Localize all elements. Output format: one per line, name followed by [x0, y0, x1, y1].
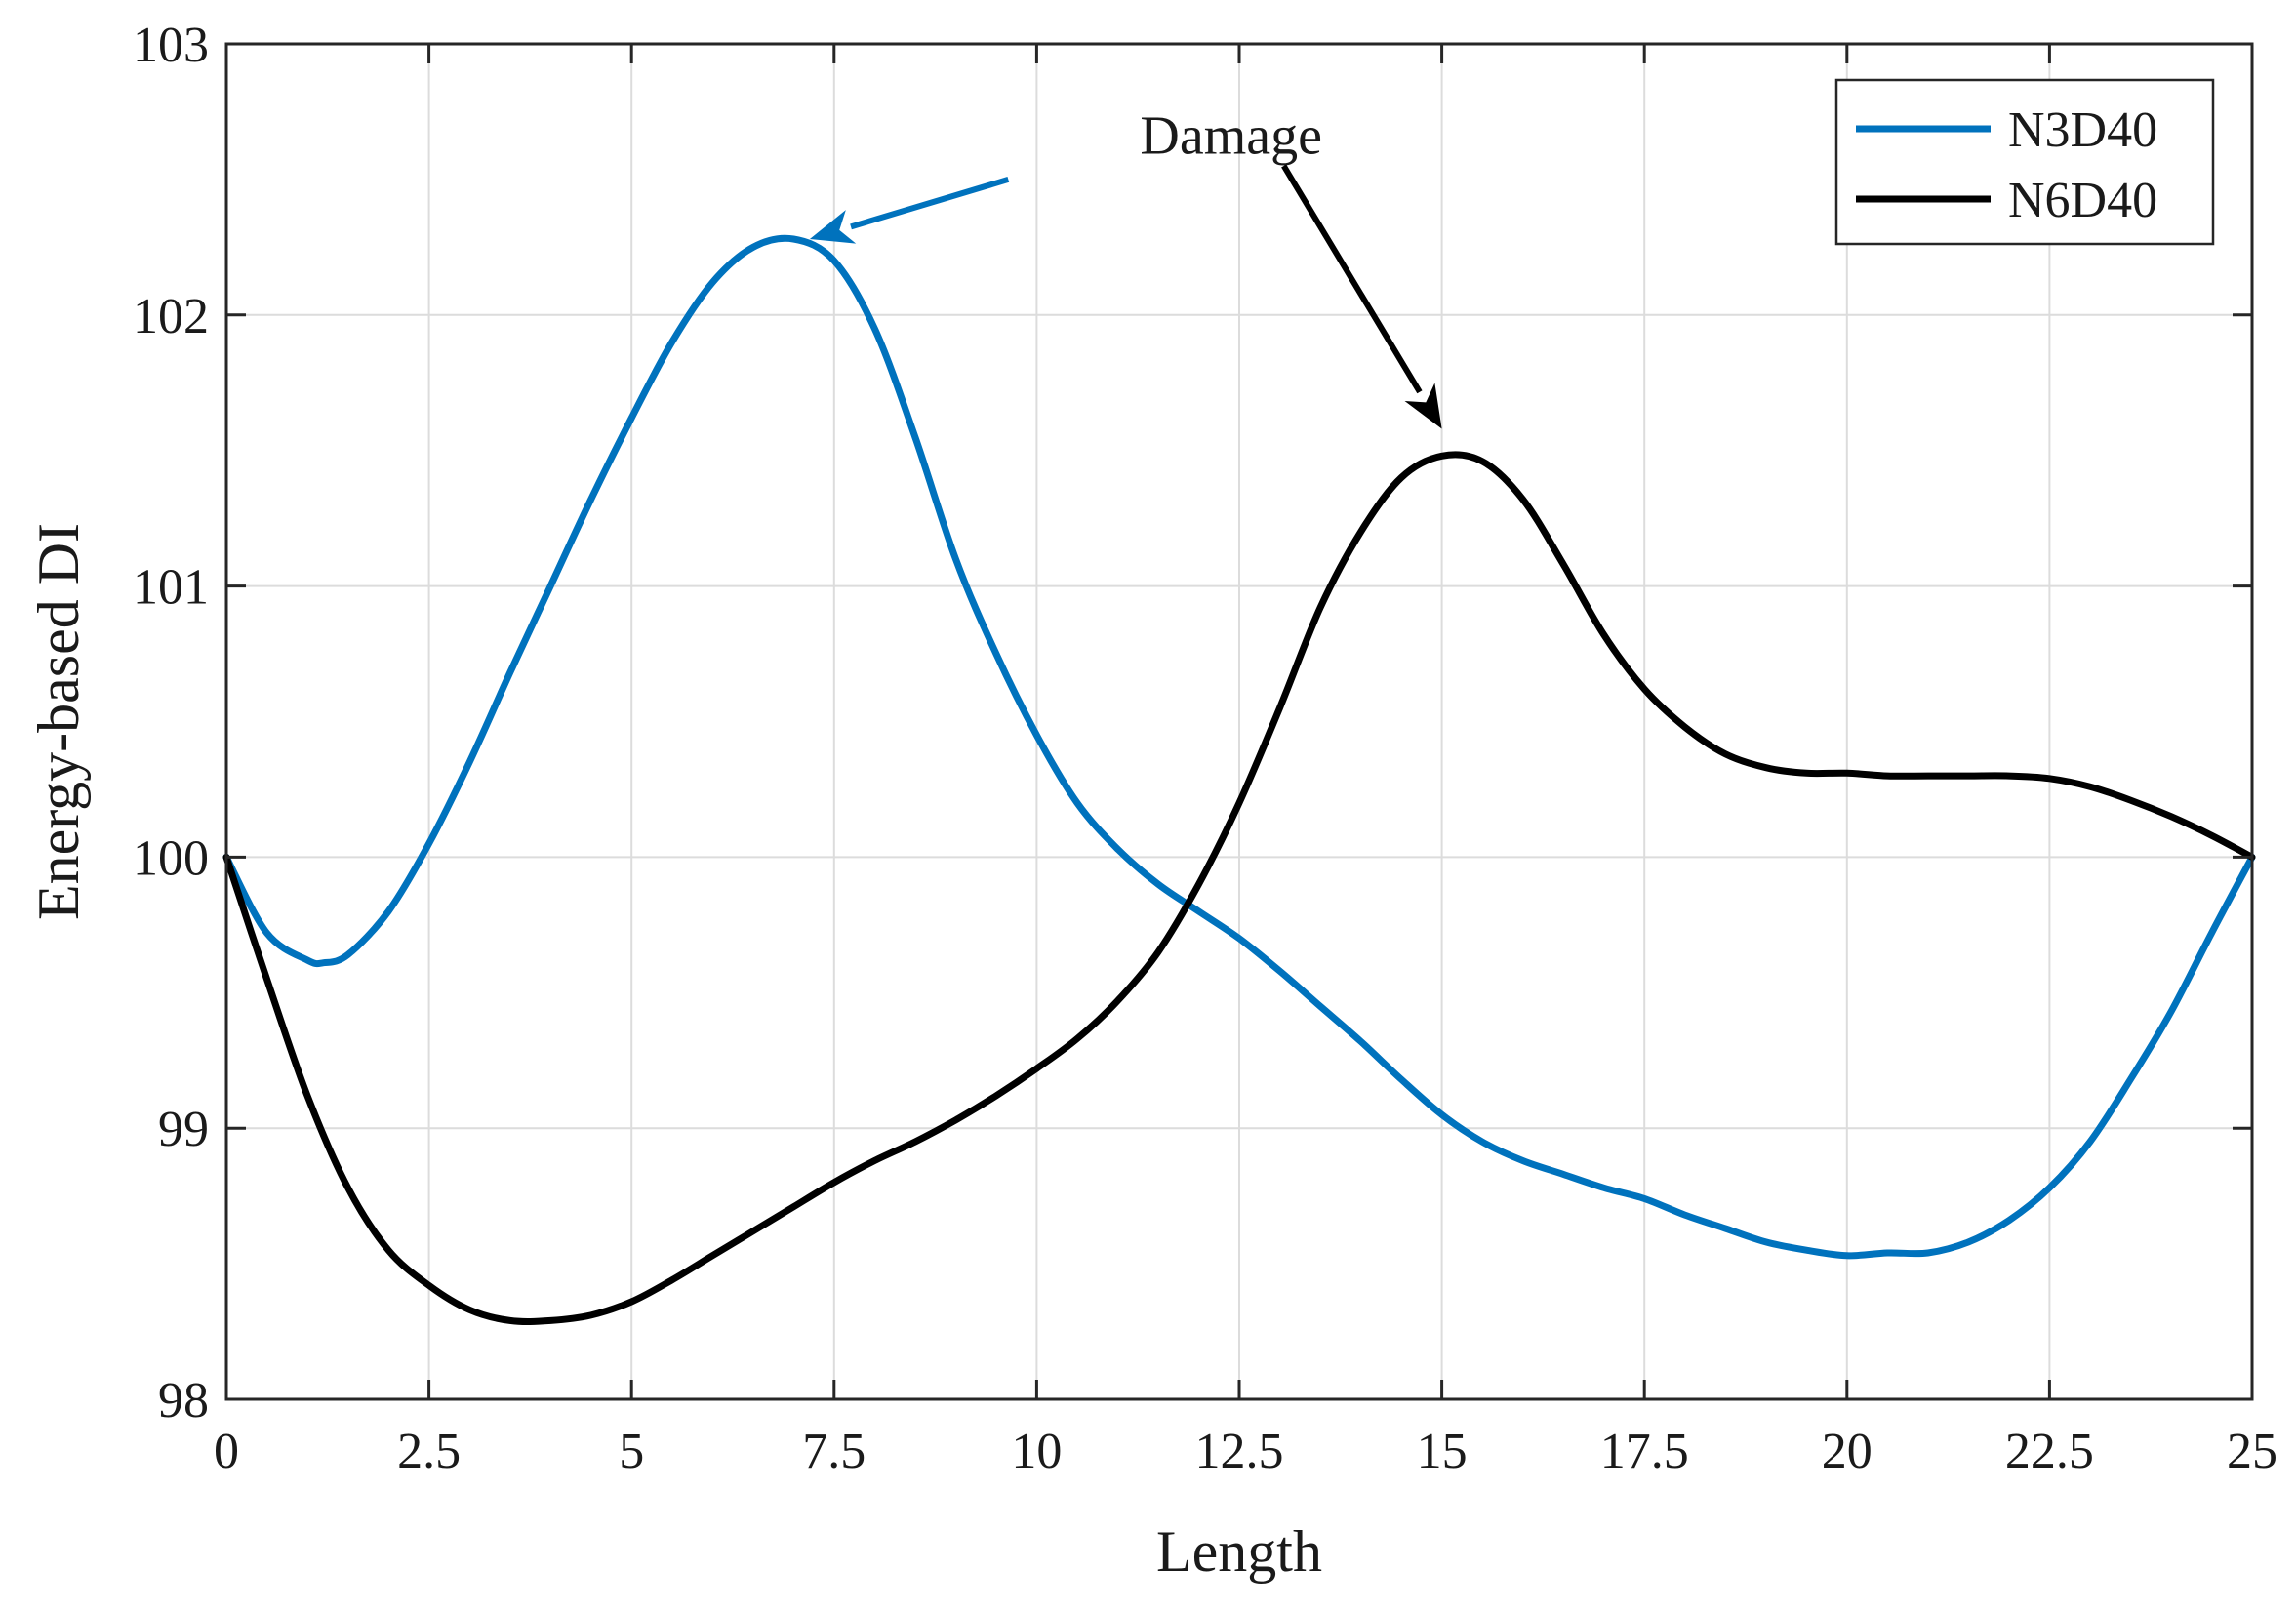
x-tick-label-3: 7.5 [802, 1424, 866, 1479]
series-line-n3d40 [222, 234, 2256, 1260]
y-axis-title: Energy-based DI [26, 523, 91, 920]
legend-label-n3d40: N3D40 [2008, 102, 2157, 158]
annotation-arrows [809, 164, 1442, 429]
y-tick-label-0: 98 [158, 1373, 209, 1429]
damage-annotation-label: Damage [1140, 105, 1322, 166]
x-tick-label-9: 22.5 [2005, 1424, 2094, 1479]
legend-label-n6d40: N6D40 [2008, 173, 2157, 228]
y-tick-label-1: 99 [158, 1102, 209, 1157]
x-tick-label-0: 0 [214, 1424, 239, 1479]
x-tick-label-7: 17.5 [1600, 1424, 1689, 1479]
y-tick-label-2: 100 [133, 830, 209, 886]
x-tick-label-1: 2.5 [397, 1424, 461, 1479]
x-tick-label-8: 20 [1822, 1424, 1873, 1479]
damage-annotation: Damage [1140, 105, 1322, 166]
y-tick-label-5: 103 [133, 18, 209, 73]
y-tick-label-3: 101 [133, 560, 209, 616]
axis-ticks [224, 42, 2254, 1401]
series-group [222, 234, 2256, 1325]
tick-labels: 0 2.5 5 7.5 10 12.5 15 17.5 20 22.5 25 98 99 100 101 10… [133, 18, 2277, 1479]
series-line-n6d40 [222, 451, 2256, 1325]
x-axis-title: Length [1156, 1519, 1322, 1584]
x-tick-label-2: 5 [619, 1424, 644, 1479]
x-tick-label-6: 15 [1417, 1424, 1468, 1479]
x-tick-label-5: 12.5 [1195, 1424, 1284, 1479]
annotation-arrow-head-0 [809, 210, 857, 244]
legend: N3D40 N6D40 [1834, 78, 2215, 246]
annotation-arrow-shaft-1 [1281, 164, 1423, 394]
x-tick-label-10: 25 [2227, 1424, 2277, 1479]
legend-box [1834, 78, 2215, 246]
y-tick-label-4: 102 [133, 289, 209, 344]
x-tick-label-4: 10 [1011, 1424, 1062, 1479]
annotation-arrow-shaft-0 [850, 177, 1010, 230]
annotation-arrow-head-1 [1404, 383, 1442, 429]
